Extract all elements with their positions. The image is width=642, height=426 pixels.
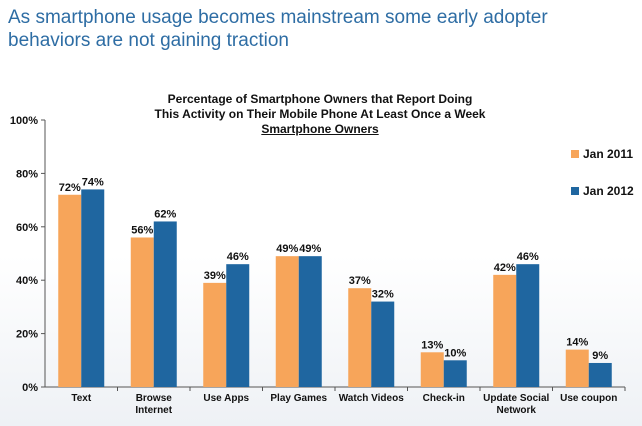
bar-jan-2011 bbox=[493, 274, 517, 387]
legend-label: Jan 2012 bbox=[583, 184, 634, 198]
bar-jan-2012 bbox=[443, 360, 467, 387]
data-label: 72% bbox=[59, 182, 81, 194]
y-tick-label: 20% bbox=[16, 329, 38, 341]
data-label: 10% bbox=[444, 347, 466, 359]
slide-headline: As smartphone usage becomes mainstream s… bbox=[8, 7, 548, 51]
bar-jan-2011 bbox=[58, 194, 82, 387]
data-label: 42% bbox=[494, 262, 516, 274]
legend-swatch bbox=[571, 150, 579, 158]
data-label: 37% bbox=[349, 275, 371, 287]
data-label: 49% bbox=[276, 243, 298, 255]
y-tick-label: 60% bbox=[16, 222, 38, 234]
category-label: Update Social bbox=[483, 393, 549, 404]
category-label: Network bbox=[497, 405, 537, 416]
bar-jan-2011 bbox=[420, 352, 444, 387]
data-label: 74% bbox=[82, 176, 104, 188]
category-label: Browse bbox=[136, 393, 173, 404]
data-label: 9% bbox=[592, 350, 608, 362]
category-label: Watch Videos bbox=[339, 393, 404, 404]
y-tick-label: 40% bbox=[16, 275, 38, 287]
chart-bars bbox=[58, 189, 612, 387]
bar-jan-2011 bbox=[565, 349, 589, 387]
bar-jan-2011 bbox=[130, 237, 154, 387]
bar-jan-2012 bbox=[153, 221, 177, 387]
chart-subtitle: Smartphone Owners bbox=[261, 122, 379, 136]
data-label: 46% bbox=[517, 251, 539, 263]
y-tick-label: 0% bbox=[22, 382, 38, 394]
category-label: Check-in bbox=[423, 393, 465, 404]
bar-jan-2012 bbox=[81, 189, 105, 387]
category-label: Use coupon bbox=[560, 393, 617, 404]
category-label: Play Games bbox=[270, 393, 327, 404]
chart-title-line-1: Percentage of Smartphone Owners that Rep… bbox=[167, 92, 473, 106]
legend-swatch bbox=[571, 187, 579, 195]
data-label: 56% bbox=[131, 224, 153, 236]
data-label: 49% bbox=[299, 243, 321, 255]
legend-label: Jan 2011 bbox=[583, 147, 633, 161]
bar-jan-2012 bbox=[226, 264, 250, 387]
data-label: 62% bbox=[154, 208, 176, 220]
data-label: 14% bbox=[566, 337, 588, 349]
bar-jan-2011 bbox=[203, 282, 227, 387]
chart-title-line-2: This Activity on Their Mobile Phone At L… bbox=[154, 107, 486, 121]
data-label: 39% bbox=[204, 270, 226, 282]
chart-legend: Jan 2011 Jan 2012 bbox=[571, 147, 634, 198]
y-tick-label: 80% bbox=[16, 168, 38, 180]
category-label: Internet bbox=[135, 405, 172, 416]
data-label: 32% bbox=[372, 289, 394, 301]
chart-data-labels: 72% 74%56%62%39%46%49% 49%37%32%13%10%42%4… bbox=[59, 176, 609, 362]
y-tick-label: 100% bbox=[10, 115, 38, 127]
category-label: Text bbox=[71, 393, 91, 404]
bar-jan-2012 bbox=[588, 362, 612, 387]
bar-jan-2012 bbox=[516, 264, 540, 387]
data-label: 13% bbox=[421, 339, 443, 351]
bar-jan-2012 bbox=[371, 301, 395, 387]
bar-jan-2011 bbox=[275, 256, 299, 387]
data-label: 46% bbox=[227, 251, 249, 263]
category-label: Use Apps bbox=[203, 393, 249, 404]
bar-jan-2011 bbox=[348, 288, 372, 387]
bar-jan-2012 bbox=[298, 256, 322, 387]
chart-title: Percentage of Smartphone Owners that Rep… bbox=[120, 92, 520, 137]
